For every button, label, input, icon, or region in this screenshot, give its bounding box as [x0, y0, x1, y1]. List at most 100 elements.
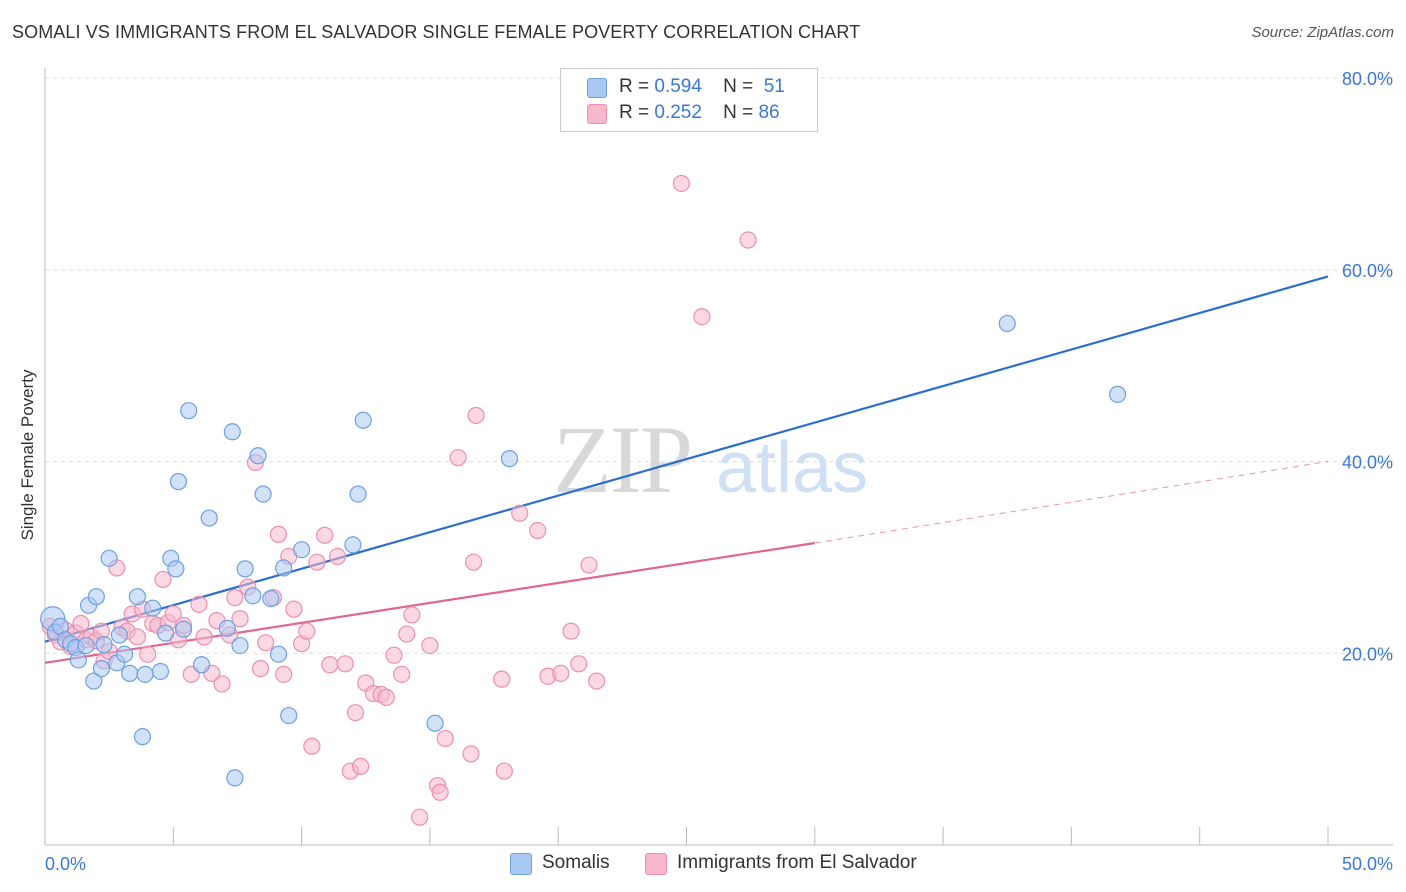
data-point-salvador [421, 636, 439, 655]
data-point-salvador [529, 521, 547, 540]
data-point-salvador [493, 670, 511, 688]
data-point-salvador [298, 622, 316, 640]
data-point-salvador [352, 757, 370, 775]
legend-text-salvador: R = 0.252 N = 86 [619, 102, 780, 124]
data-point-salvador [275, 665, 293, 683]
data-point-somalis [249, 447, 267, 465]
data-point-somalis [426, 714, 444, 732]
data-point-salvador [285, 600, 303, 618]
data-point-somalis [223, 423, 241, 441]
data-point-salvador [336, 655, 354, 673]
data-point-salvador [316, 526, 334, 544]
data-point-somalis [87, 588, 105, 606]
data-point-salvador [328, 547, 347, 566]
legend-n-label: N = [723, 76, 754, 97]
data-point-salvador [393, 665, 411, 683]
legend-n-value: 86 [758, 102, 780, 123]
watermark-atlas: atlas [716, 428, 868, 508]
bottom-legend-label-somalis: Somalis [542, 852, 610, 873]
data-point-somalis [85, 672, 103, 690]
data-point-salvador [257, 634, 275, 652]
data-point-somalis [69, 651, 87, 669]
data-point-somalis [77, 636, 95, 655]
data-point-salvador [562, 622, 580, 640]
data-point-salvador [195, 628, 213, 646]
legend-r-value: 0.252 [654, 102, 702, 123]
axes [44, 68, 1393, 846]
data-point-salvador [570, 655, 588, 673]
legend-r-value: 0.594 [654, 76, 702, 97]
x-tick-label: 0.0% [45, 854, 86, 874]
legend-r-label: R = [619, 76, 650, 97]
data-point-salvador [398, 625, 416, 643]
data-point-salvador [128, 628, 146, 646]
data-point-somalis [157, 624, 175, 642]
data-point-salvador [164, 605, 182, 623]
data-point-salvador [552, 664, 570, 682]
tick-labels: 20.0% 40.0% 60.0% 80.0% 0.0% 50.0% [45, 69, 1393, 874]
data-point-salvador [321, 656, 339, 674]
data-point-salvador [251, 659, 270, 678]
data-point-somalis [244, 587, 262, 605]
data-point-somalis [133, 728, 152, 746]
data-point-somalis [998, 314, 1016, 333]
data-point-salvador [308, 553, 326, 571]
data-point-somalis [349, 485, 367, 503]
data-point-salvador [377, 688, 395, 706]
legend-n-label: N = [723, 102, 754, 123]
trend-line-somalis [44, 275, 1329, 643]
data-point-somalis [231, 636, 249, 655]
bottom-legend-swatch-salvador [645, 853, 667, 875]
data-point-somalis [254, 485, 272, 503]
data-point-salvador [449, 449, 467, 467]
data-point-somalis [144, 599, 162, 617]
data-point-salvador [511, 504, 529, 522]
y-tick-label: 60.0% [1342, 261, 1393, 281]
watermark: ZIP atlas [553, 406, 868, 513]
data-point-salvador [467, 406, 485, 425]
data-point-somalis [262, 590, 280, 608]
data-point-somalis [180, 402, 198, 420]
data-point-somalis [151, 662, 170, 681]
data-point-somalis [136, 665, 154, 683]
data-point-salvador [346, 704, 365, 722]
data-point-salvador [693, 308, 711, 326]
legend-swatch-salvador [587, 104, 607, 124]
trend-extension-salvador [814, 461, 1329, 544]
data-point-salvador [431, 783, 449, 801]
data-point-somalis [280, 706, 298, 725]
data-point-somalis [226, 769, 244, 787]
x-tick-label: 50.0% [1342, 854, 1393, 874]
legend-swatch-somalis [587, 78, 607, 98]
data-point-somalis [174, 620, 193, 638]
data-point-somalis [167, 560, 185, 578]
data-point-somalis [110, 626, 129, 644]
data-point-salvador [588, 672, 606, 690]
data-point-somalis [121, 664, 139, 682]
data-point-salvador [462, 745, 480, 763]
data-point-salvador [672, 174, 690, 193]
data-point-somalis [169, 473, 188, 491]
y-tick-label: 20.0% [1342, 644, 1393, 664]
data-point-somalis [1108, 385, 1127, 403]
data-point-salvador [213, 675, 231, 693]
data-point-salvador [436, 729, 454, 748]
data-point-salvador [495, 762, 513, 780]
data-point-somalis [200, 509, 218, 527]
bottom-legend-swatch-somalis [510, 853, 532, 875]
watermark-zip: ZIP [553, 406, 691, 513]
legend-r-label: R = [619, 102, 650, 123]
legend-n-value: 51 [763, 76, 785, 97]
chart-title: SOMALI VS IMMIGRANTS FROM EL SALVADOR SI… [12, 22, 861, 42]
source-credit: Source: ZipAtlas.com [1251, 24, 1394, 41]
data-point-salvador [411, 808, 429, 826]
legend-text-somalis: R = 0.594 N = 51 [619, 76, 785, 98]
data-point-somalis [218, 619, 236, 637]
data-point-somalis [344, 536, 362, 554]
data-point-somalis [500, 450, 519, 468]
data-point-somalis [192, 656, 211, 674]
data-point-salvador [580, 556, 598, 574]
data-point-somalis [293, 541, 311, 559]
data-point-somalis [269, 645, 288, 663]
